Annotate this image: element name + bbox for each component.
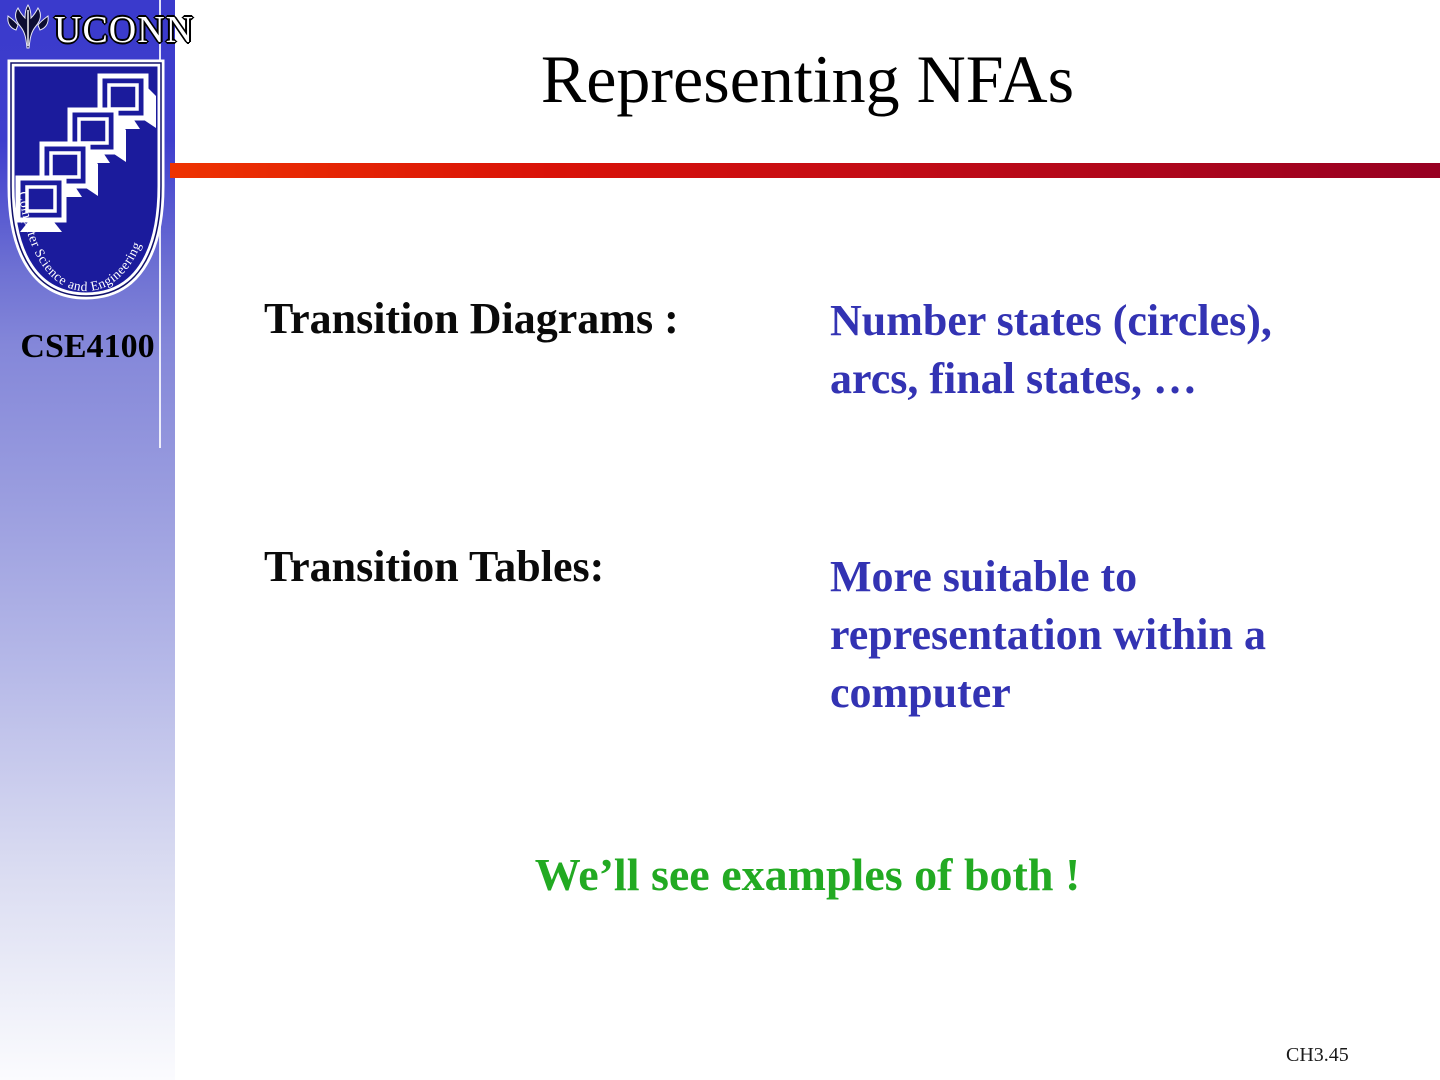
sidebar: UCONN xyxy=(0,0,193,1080)
row2-value-line2: representation within a xyxy=(830,610,1266,659)
row2-value-line1: More suitable to xyxy=(830,552,1138,601)
footer-note: We’ll see examples of both ! xyxy=(534,849,1081,900)
computer-icons xyxy=(15,73,156,232)
row1-label: Transition Diagrams : xyxy=(264,294,679,343)
row2-label: Transition Tables: xyxy=(264,542,605,591)
row1-value-line2: arcs, final states, … xyxy=(830,354,1198,403)
uconn-wordmark: UCONN xyxy=(54,8,195,51)
row1-value: Number states (circles), arcs, final sta… xyxy=(830,292,1272,408)
cse-shield-logo: Computer Science and Engineering xyxy=(4,58,168,304)
uconn-oakleaf-icon xyxy=(6,4,50,55)
course-code: CSE4100 xyxy=(20,328,155,365)
uconn-logo: UCONN xyxy=(6,4,194,55)
row2-value: More suitable to representation within a… xyxy=(830,548,1266,722)
page-number: CH3.45 xyxy=(1286,1044,1349,1066)
page-title: Representing NFAs xyxy=(540,41,1075,117)
row1-value-line1: Number states (circles), xyxy=(830,296,1272,345)
accent-bar xyxy=(170,163,1440,178)
row2-value-line3: computer xyxy=(830,668,1011,717)
